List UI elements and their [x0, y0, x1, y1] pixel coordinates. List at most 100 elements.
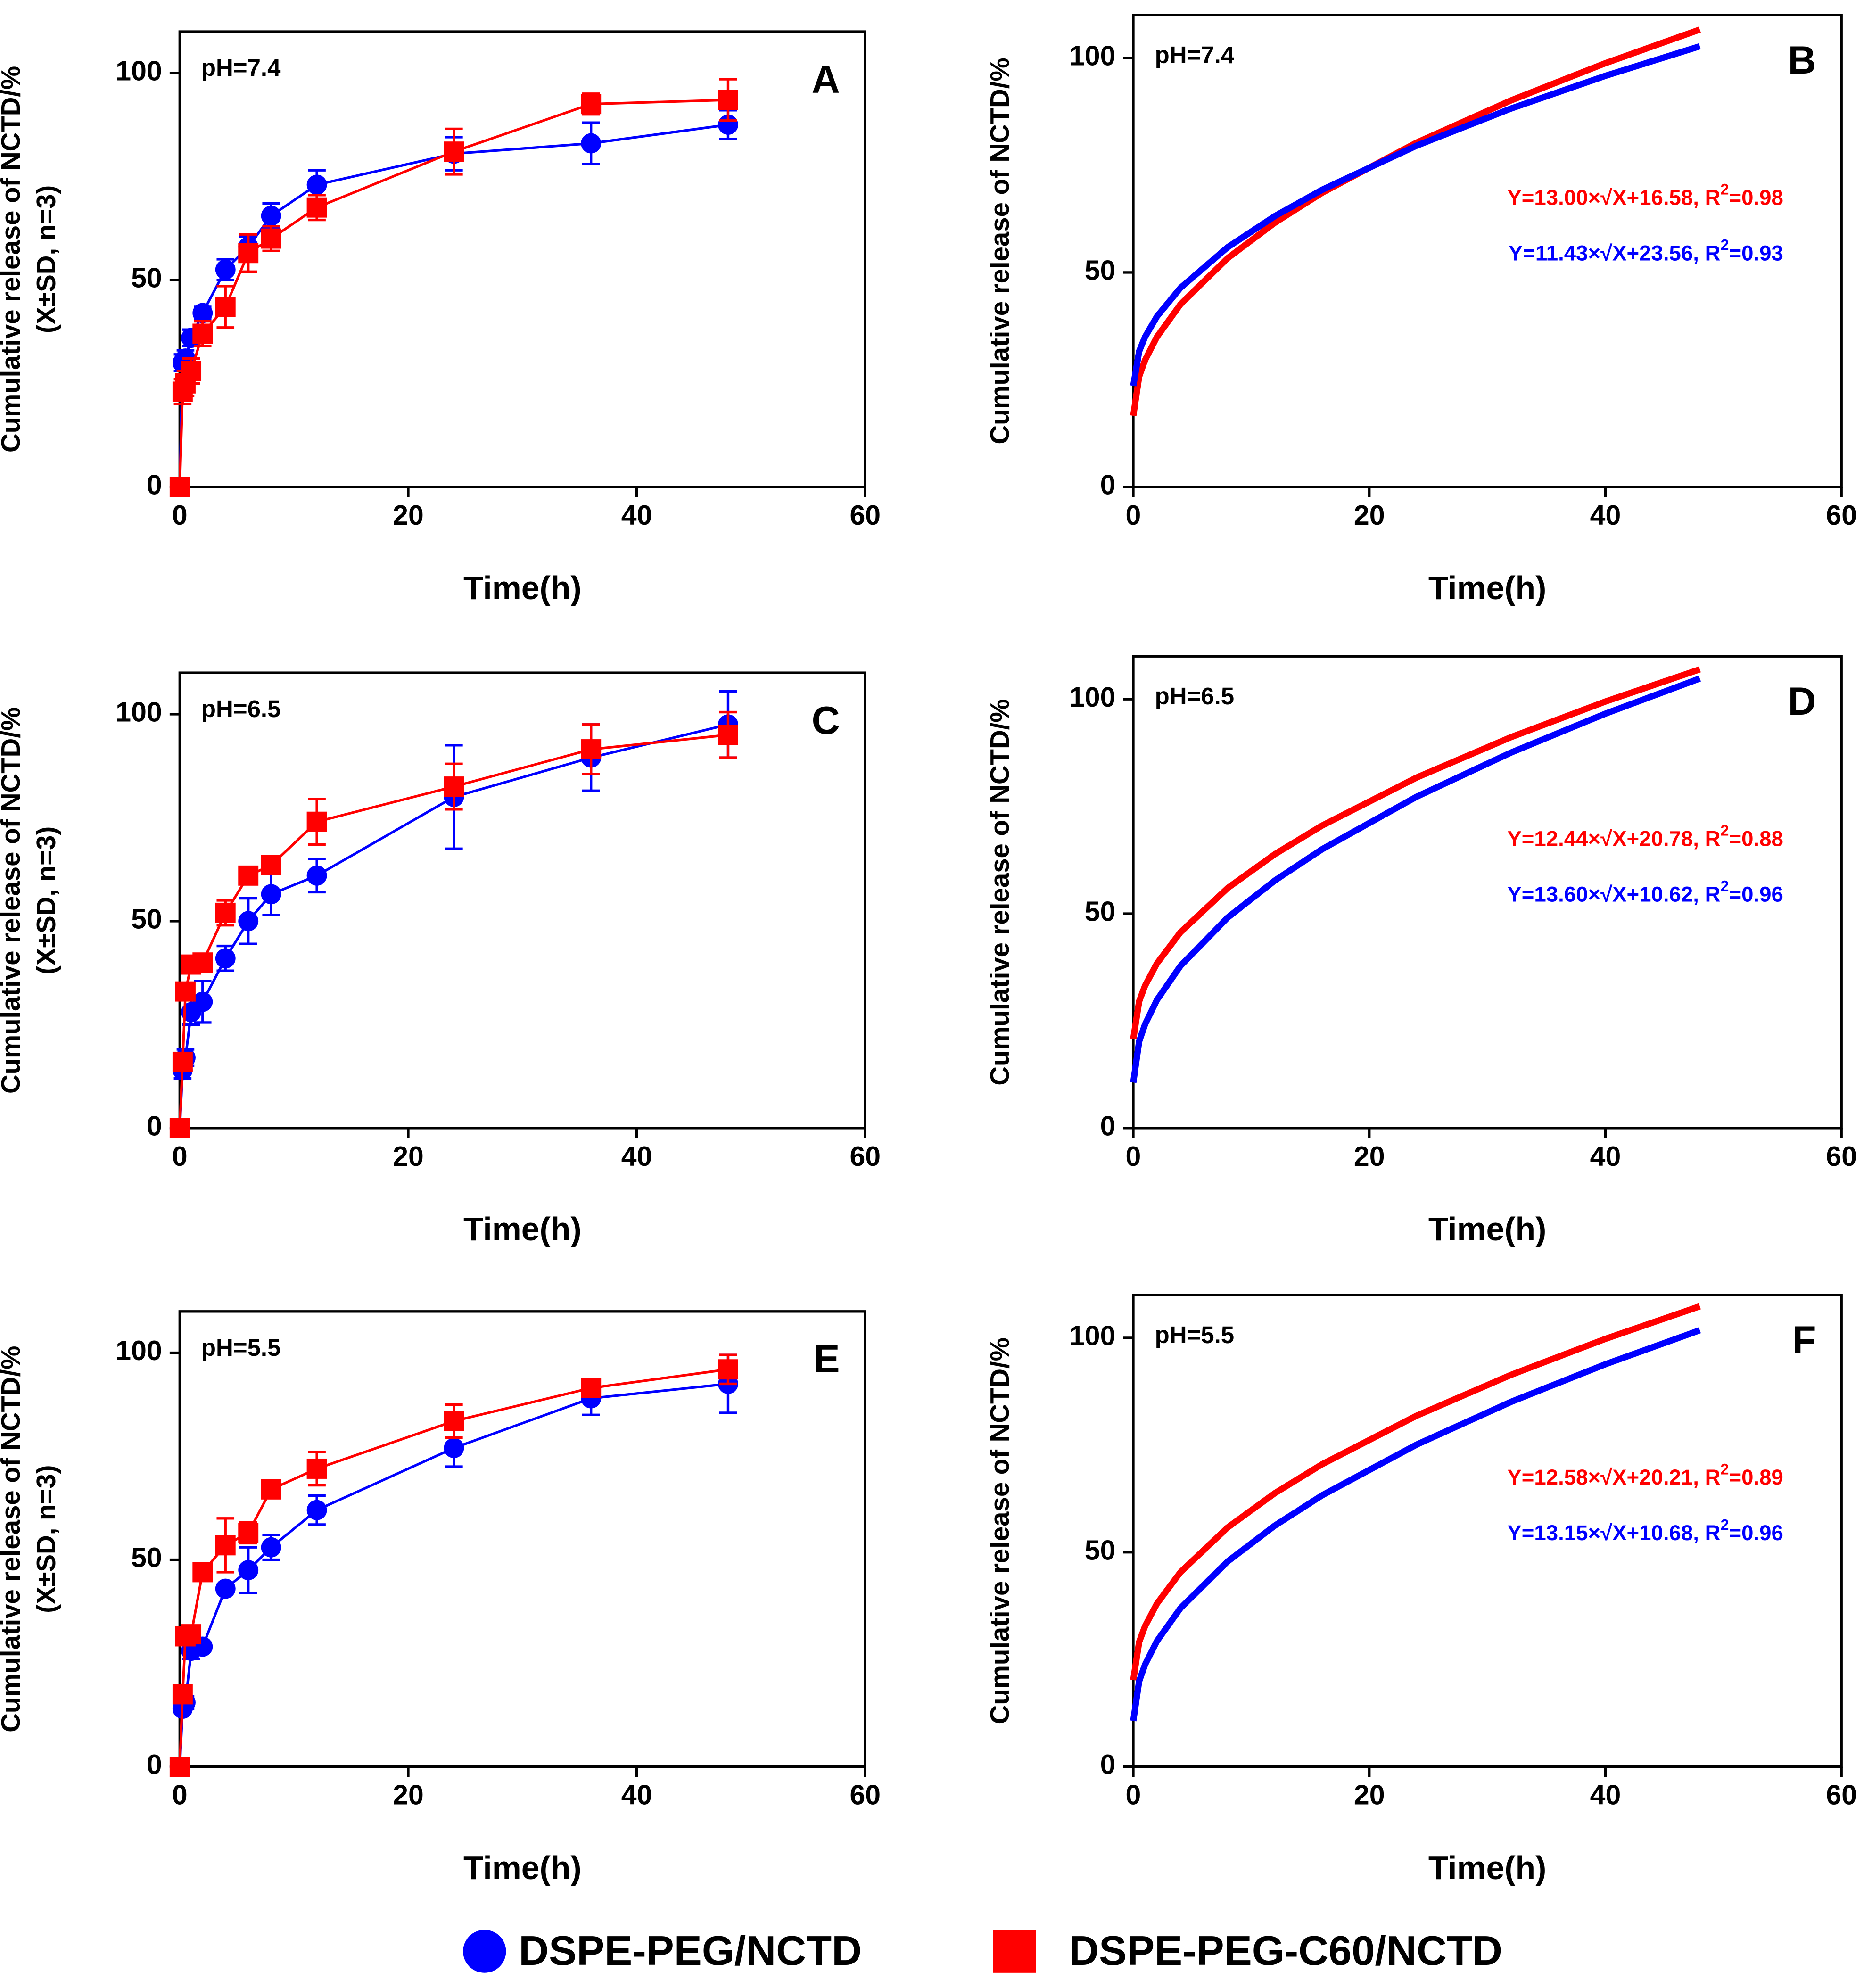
panel: 0 20 40 60 0 50 100 Time(h) Cumulative release o…: [0, 1310, 881, 1886]
x-tick-label: 60: [849, 500, 881, 531]
marker: [169, 477, 190, 497]
fit-equation: Y=12.44×√X+20.78, R2=0.88: [1507, 822, 1783, 850]
marker: [172, 1684, 193, 1705]
y-axis-title: (X±SD, n=3): [31, 1465, 61, 1613]
equation-text: Y=13.00×√X+16.58, R: [1507, 185, 1720, 209]
x-tick-label: 60: [1826, 500, 1857, 531]
legend-marker: [993, 1930, 1036, 1973]
annotation: pH=7.4: [201, 54, 281, 81]
marker: [261, 228, 281, 249]
marker: [175, 981, 196, 1002]
fit-curve: [1130, 675, 1701, 1083]
y-tick-label: 100: [115, 1335, 162, 1366]
fit-equation: Y=13.00×√X+16.58, R2=0.98: [1507, 181, 1783, 209]
legend-label: DSPE-PEG-C60/NCTD: [1069, 1927, 1502, 1974]
panel: 0 20 40 60 0 50 100 Time(h) Cumulative release o…: [985, 1294, 1857, 1886]
marker: [261, 884, 281, 905]
y-axis-title: Cumulative release of NCTD/%: [0, 66, 25, 453]
panel: 0 20 40 60 0 50 100 Time(h) Cumulative release o…: [0, 671, 881, 1247]
marker: [261, 1537, 281, 1558]
x-tick-label: 60: [849, 1780, 881, 1811]
y-tick-label: 50: [131, 1542, 162, 1573]
marker: [238, 243, 259, 264]
equation-text: =0.89: [1729, 1465, 1783, 1489]
y-tick-label: 100: [1069, 1320, 1115, 1352]
superscript: 2: [1721, 877, 1729, 894]
superscript: 2: [1721, 181, 1729, 198]
fit-equation: Y=13.15×√X+10.68, R2=0.96: [1507, 1516, 1783, 1545]
marker: [192, 323, 213, 344]
marker: [261, 855, 281, 875]
marker: [581, 739, 602, 760]
plot-frame: [1132, 14, 1843, 488]
series-line: [178, 123, 728, 487]
x-axis-title: Time(h): [463, 1211, 582, 1247]
marker: [215, 259, 236, 280]
x-tick-label: 40: [1590, 1141, 1621, 1172]
x-tick-label: 40: [621, 1141, 652, 1172]
y-axis-title: Cumulative release of NCTD/%: [985, 58, 1014, 444]
marker: [215, 1578, 236, 1599]
superscript: 2: [1721, 1516, 1729, 1533]
x-tick-label: 40: [1590, 500, 1621, 531]
y-axis-title: Cumulative release of NCTD/%: [985, 1337, 1014, 1724]
y-axis-title: (X±SD, n=3): [31, 185, 61, 333]
x-axis-title: Time(h): [1428, 1211, 1547, 1247]
annotation: pH=5.5: [201, 1334, 281, 1361]
legend-marker: [463, 1930, 506, 1973]
y-tick-label: 100: [1069, 41, 1115, 72]
y-tick-label: 100: [1069, 682, 1115, 713]
x-tick-label: 20: [1354, 1141, 1385, 1172]
y-tick-label: 0: [1100, 469, 1116, 500]
y-axis-title: Cumulative release of NCTD/%: [985, 699, 1014, 1085]
fit-curve: [1130, 43, 1701, 387]
panel-label: A: [812, 57, 840, 101]
marker: [215, 902, 236, 923]
y-tick-label: 50: [131, 903, 162, 934]
superscript: 2: [1721, 236, 1729, 253]
panel: 0 20 40 60 0 50 100 Time(h) Cumulative release o…: [0, 30, 881, 606]
series-line: [178, 734, 728, 1128]
equation-text: =0.88: [1729, 827, 1783, 851]
marker: [215, 1535, 236, 1556]
marker: [238, 1560, 259, 1580]
panel-label: C: [812, 698, 840, 742]
marker: [192, 303, 213, 323]
x-tick-label: 20: [393, 500, 424, 531]
plot-frame: [178, 1310, 866, 1768]
x-tick-label: 0: [172, 1141, 188, 1172]
x-tick-label: 40: [1590, 1780, 1621, 1811]
marker: [306, 197, 327, 218]
equation-text: Y=11.43×√X+23.56, R: [1509, 241, 1721, 265]
fit-curve: [1130, 26, 1701, 416]
annotation: pH=7.4: [1155, 41, 1235, 68]
x-tick-label: 0: [172, 1780, 188, 1811]
superscript: 2: [1721, 1460, 1729, 1477]
plot-frame: [178, 671, 866, 1130]
marker: [261, 206, 281, 226]
equation-text: Y=13.60×√X+10.62, R: [1507, 883, 1720, 907]
x-tick-label: 20: [393, 1780, 424, 1811]
fit-curve: [1130, 666, 1701, 1039]
y-axis-title: (X±SD, n=3): [31, 826, 61, 974]
y-tick-label: 50: [1085, 1534, 1116, 1566]
marker: [306, 811, 327, 832]
x-tick-label: 40: [621, 1780, 652, 1811]
y-tick-label: 50: [1085, 896, 1116, 927]
panel-label: E: [814, 1337, 840, 1381]
y-tick-label: 0: [147, 1749, 162, 1780]
equation-text: =0.93: [1729, 241, 1783, 265]
y-axis-title: Cumulative release of NCTD/%: [0, 1346, 25, 1732]
x-tick-label: 0: [1126, 1141, 1141, 1172]
x-tick-label: 20: [1354, 500, 1385, 531]
marker: [238, 865, 259, 886]
marker: [718, 1359, 738, 1380]
y-tick-label: 0: [1100, 1749, 1116, 1780]
x-axis-title: Time(h): [463, 569, 582, 606]
panel: 0 20 40 60 0 50 100 Time(h) Cumulative release o…: [985, 14, 1857, 606]
marker: [169, 1118, 190, 1138]
x-tick-label: 40: [621, 500, 652, 531]
legend-label: DSPE-PEG/NCTD: [519, 1927, 862, 1974]
equation-text: Y=12.58×√X+20.21, R: [1507, 1465, 1720, 1489]
